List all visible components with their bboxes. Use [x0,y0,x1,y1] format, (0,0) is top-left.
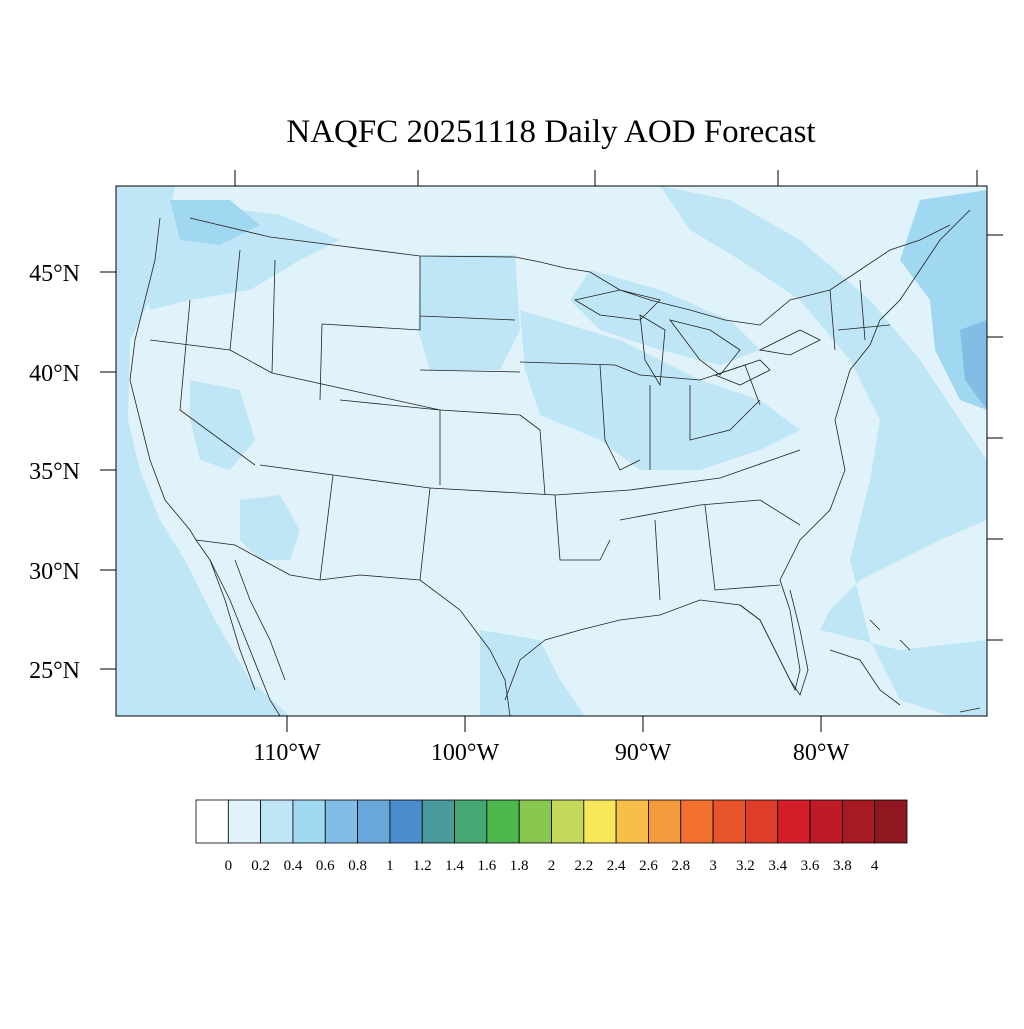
east-coastline [504,209,971,701]
colorbar-swatch [324,799,358,844]
longitude-labels: 110°W 100°W 90°W 80°W [253,740,849,766]
colorbar-swatch [260,799,294,844]
colorbar-swatch [389,799,423,844]
latitude-labels: 45°N 40°N 35°N 30°N 25°N [29,261,80,684]
lat-label: 30°N [29,559,80,585]
colorbar-label: 4 [871,858,879,874]
caribbean-islands [829,619,981,713]
colorbar-label: 1.6 [477,858,496,874]
lon-label: 110°W [253,740,321,766]
us-canada-border [189,217,951,326]
colorbar-swatch [745,799,779,844]
colorbar-swatch [227,799,262,844]
state-lines [149,249,891,601]
colorbar-label: 0.8 [348,858,367,874]
aod-region-north-plains [418,255,520,370]
aod-region-northwest-dark [170,200,260,245]
colorbar-swatch [648,799,682,844]
us-mexico-border [195,539,511,716]
colorbar-label: 0.6 [316,858,335,874]
colorbar-label: 2 [548,858,556,874]
colorbar-swatch [680,799,714,844]
aod-region-great-lakes [570,270,760,365]
aod-region-baja [240,495,300,560]
colorbar-label: 1.2 [413,858,432,874]
colorbar-swatch [357,799,391,844]
aod-shading [116,186,987,716]
colorbar-label: 1.8 [510,858,529,874]
lat-label: 40°N [29,361,80,387]
colorbar-label: 0.4 [284,858,303,874]
aod-region-pacific [116,186,290,716]
colorbar-swatch [421,799,455,844]
colorbar-swatch [292,799,326,844]
lon-label: 100°W [431,740,500,766]
colorbar-label: 0.2 [251,858,270,874]
colorbar-label: 3.8 [833,858,852,874]
aod-region-northeast-darkest [960,320,987,410]
aod-region-gulf [480,630,585,716]
baja-outline [209,559,286,691]
colorbar-label: 1 [386,858,394,874]
map-frame [115,185,988,717]
map-title: NAQFC 20251118 Daily AOD Forecast [286,114,815,150]
colorbar-label: 2.8 [671,858,690,874]
colorbar-swatch [486,799,520,844]
florida-outline [739,589,809,696]
colorbar [195,799,908,844]
colorbar-swatch [195,799,229,844]
colorbar-label: 1.4 [445,858,464,874]
colorbar-swatch [583,799,617,844]
colorbar-swatch [874,799,908,844]
colorbar-label: 2.6 [639,858,658,874]
colorbar-label: 2.4 [607,858,626,874]
great-lakes-outline [573,289,821,387]
colorbar-swatch [518,799,552,844]
colorbar-label: 0 [225,858,233,874]
colorbar-labels: 0 0.2 0.4 0.6 0.8 1 1.2 1.4 1.6 1.8 2 2.2 2.4 2.6 2.8 3… [225,858,879,874]
west-coastline [129,217,281,716]
colorbar-swatch [551,799,585,844]
map-panel [116,186,987,716]
aod-region-southwest [190,380,255,470]
colorbar-label: 3.6 [801,858,820,874]
colorbar-swatch [841,799,876,844]
boundaries [129,209,981,716]
colorbar-swatch [615,799,649,844]
map-ticks [100,170,1003,732]
colorbar-swatch [777,799,811,844]
colorbar-label: 3 [709,858,717,874]
lat-label: 45°N [29,261,80,287]
lat-label: 25°N [29,658,80,684]
colorbar-label: 2.2 [574,858,593,874]
colorbar-swatch [809,799,843,844]
lon-label: 90°W [615,740,672,766]
lon-label: 80°W [793,740,850,766]
colorbar-swatch [454,799,488,844]
colorbar-swatch [712,799,746,844]
colorbar-label: 3.4 [768,858,787,874]
colorbar-label: 3.2 [736,858,755,874]
lat-label: 35°N [29,459,80,485]
